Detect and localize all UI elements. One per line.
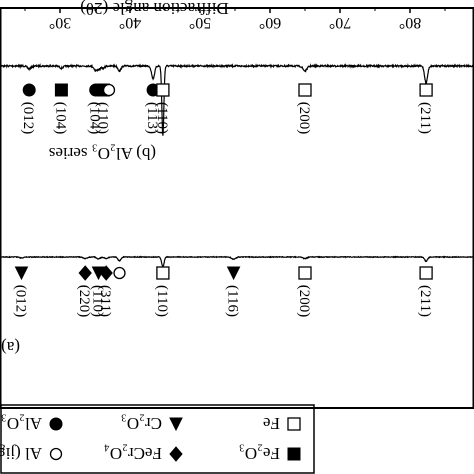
x-axis-label: Diffraction angle (2θ) xyxy=(80,0,229,18)
x-tick-label: 70° xyxy=(329,14,351,31)
series-title: (a) Cr series xyxy=(0,338,20,357)
peak-label: (110) xyxy=(94,102,110,134)
peak-label: (220) xyxy=(76,285,92,318)
fe-marker xyxy=(156,266,170,280)
al-jig-marker xyxy=(49,447,63,461)
series-0: (b) Al₂O₃ series(012) (104) (104)(110) (113… xyxy=(0,62,474,163)
series-1: (a) Cr series(012)(220)(110)(311)(110)(1… xyxy=(0,255,474,357)
peak-label: (200) xyxy=(296,102,312,135)
plot-area: 20° 30° 40° 50° 60° 70° 80° Diffraction angle (… xyxy=(0,0,474,409)
legend-label: Cr₂O₃ xyxy=(121,414,162,433)
legend-label: Al (jig) xyxy=(0,444,42,463)
fe2o3-marker xyxy=(54,83,68,97)
peak-label: (211) xyxy=(417,102,433,134)
al-jig-marker xyxy=(102,83,116,97)
al2o3-marker xyxy=(22,83,36,97)
legend-box xyxy=(0,404,315,474)
fe-marker xyxy=(287,417,301,431)
fe-marker xyxy=(419,83,433,97)
legend-label: Fe₂O₃ xyxy=(239,444,280,463)
fecr2o4-marker xyxy=(78,265,92,281)
fe-marker xyxy=(419,266,433,280)
peak-label: (211) xyxy=(417,285,433,317)
cr2o3-marker xyxy=(226,266,241,281)
al2o3-marker xyxy=(49,417,63,431)
series-line xyxy=(0,255,474,268)
legend-label: Al₂O₃ xyxy=(1,414,42,433)
peak-label: (012) xyxy=(20,102,36,135)
peak-label: (110) xyxy=(154,102,170,134)
cr2o3-marker xyxy=(14,266,29,281)
legend-label: FeCr₂O₄ xyxy=(104,444,162,463)
series-title: (b) Al₂O₃ series xyxy=(49,144,156,163)
peak-label: (113) xyxy=(144,102,160,134)
peak-label: (110) xyxy=(154,285,170,317)
peak-label: (110) xyxy=(90,285,106,317)
cr2o3-marker xyxy=(169,417,183,432)
x-tick-label: 50° xyxy=(189,14,211,31)
peak-label: (104) xyxy=(87,102,103,135)
peak-label: (311) xyxy=(97,285,113,317)
peak-label: (116) xyxy=(225,285,241,317)
fe-marker xyxy=(156,83,170,97)
x-tick-label: 20° xyxy=(0,14,1,31)
fe2o3-marker xyxy=(287,447,301,461)
series-line xyxy=(0,62,474,136)
fecr2o4-marker xyxy=(169,446,183,462)
fe-marker xyxy=(298,266,312,280)
x-tick-label: 30° xyxy=(49,14,71,31)
peak-label: (012) xyxy=(13,285,29,318)
peak-label: (200) xyxy=(296,285,312,318)
legend: Fe₂O₃ FeCr₂O₄ Al (jig) Fe Cr₂O₃ Al₂O₃ xyxy=(0,404,315,474)
fecr2o4-marker xyxy=(99,265,113,281)
al-jig-marker xyxy=(113,266,126,280)
x-tick-label: 80° xyxy=(399,14,421,31)
x-tick-label: 60° xyxy=(259,14,281,31)
peak-label: (104) xyxy=(52,102,68,135)
fe-marker xyxy=(298,83,312,97)
legend-label: Fe xyxy=(263,414,280,433)
plot-frame xyxy=(0,7,474,409)
x-tick-label: 40° xyxy=(119,14,141,31)
